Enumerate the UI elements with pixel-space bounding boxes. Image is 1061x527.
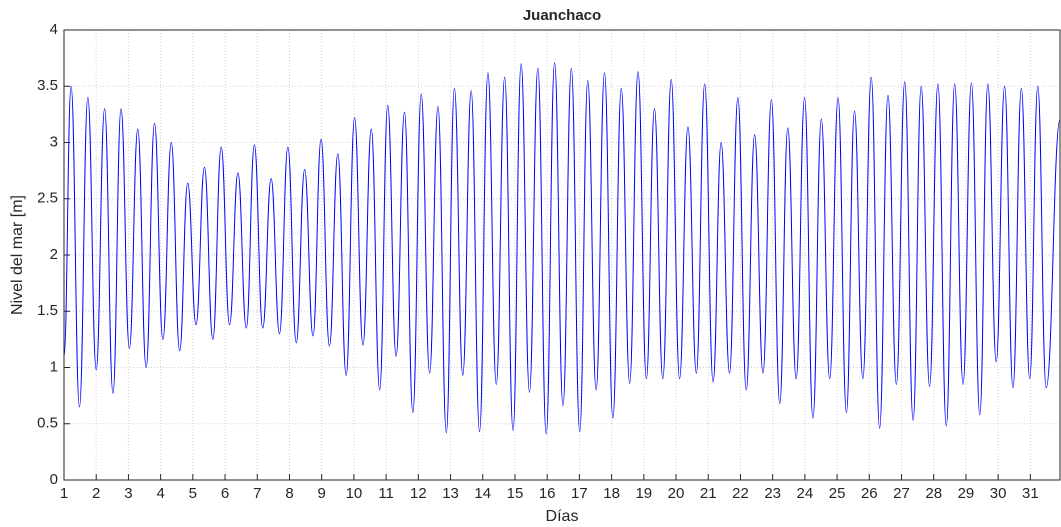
x-tick-label: 2 (92, 485, 100, 502)
y-tick-label: 0 (50, 471, 58, 488)
y-tick-label: 2.5 (37, 190, 58, 207)
x-tick-label: 25 (829, 485, 846, 502)
x-tick-label: 3 (124, 485, 132, 502)
x-tick-label: 12 (410, 485, 427, 502)
x-tick-label: 16 (539, 485, 556, 502)
y-tick-label: 4 (50, 21, 58, 38)
x-tick-label: 13 (442, 485, 459, 502)
x-tick-label: 5 (189, 485, 197, 502)
x-tick-label: 30 (990, 485, 1007, 502)
x-tick-label: 21 (700, 485, 717, 502)
chart-title: Juanchaco (523, 7, 601, 24)
x-tick-label: 11 (378, 485, 394, 502)
y-tick-label: 2 (50, 246, 58, 263)
y-tick-label: 3 (50, 133, 58, 150)
x-tick-label: 4 (156, 485, 164, 502)
x-tick-label: 10 (346, 485, 363, 502)
x-tick-label: 28 (925, 485, 942, 502)
y-tick-label: 1 (50, 358, 58, 375)
x-tick-label: 19 (635, 485, 652, 502)
x-tick-label: 20 (668, 485, 685, 502)
x-tick-label: 22 (732, 485, 749, 502)
x-tick-label: 7 (253, 485, 261, 502)
x-tick-label: 31 (1022, 485, 1039, 502)
x-tick-label: 24 (797, 485, 814, 502)
x-tick-label: 27 (893, 485, 910, 502)
data-line (63, 62, 1061, 435)
x-tick-label: 29 (958, 485, 975, 502)
x-tick-label: 6 (221, 485, 229, 502)
y-tick-label: 0.5 (37, 415, 58, 432)
x-tick-label: 15 (507, 485, 524, 502)
x-tick-label: 18 (603, 485, 620, 502)
x-tick-label: 1 (60, 485, 68, 502)
x-tick-label: 17 (571, 485, 588, 502)
y-tick-label: 1.5 (37, 302, 58, 319)
x-tick-label: 26 (861, 485, 878, 502)
axes-box (63, 29, 1061, 481)
x-tick-label: 14 (474, 485, 491, 502)
x-tick-label: 8 (285, 485, 293, 502)
y-tick-label: 3.5 (37, 77, 58, 94)
x-tick-label: 23 (764, 485, 781, 502)
x-tick-label: 9 (318, 485, 326, 502)
y-axis-label: Nivel del mar [m] (9, 195, 26, 315)
x-axis-label: Días (546, 508, 579, 525)
